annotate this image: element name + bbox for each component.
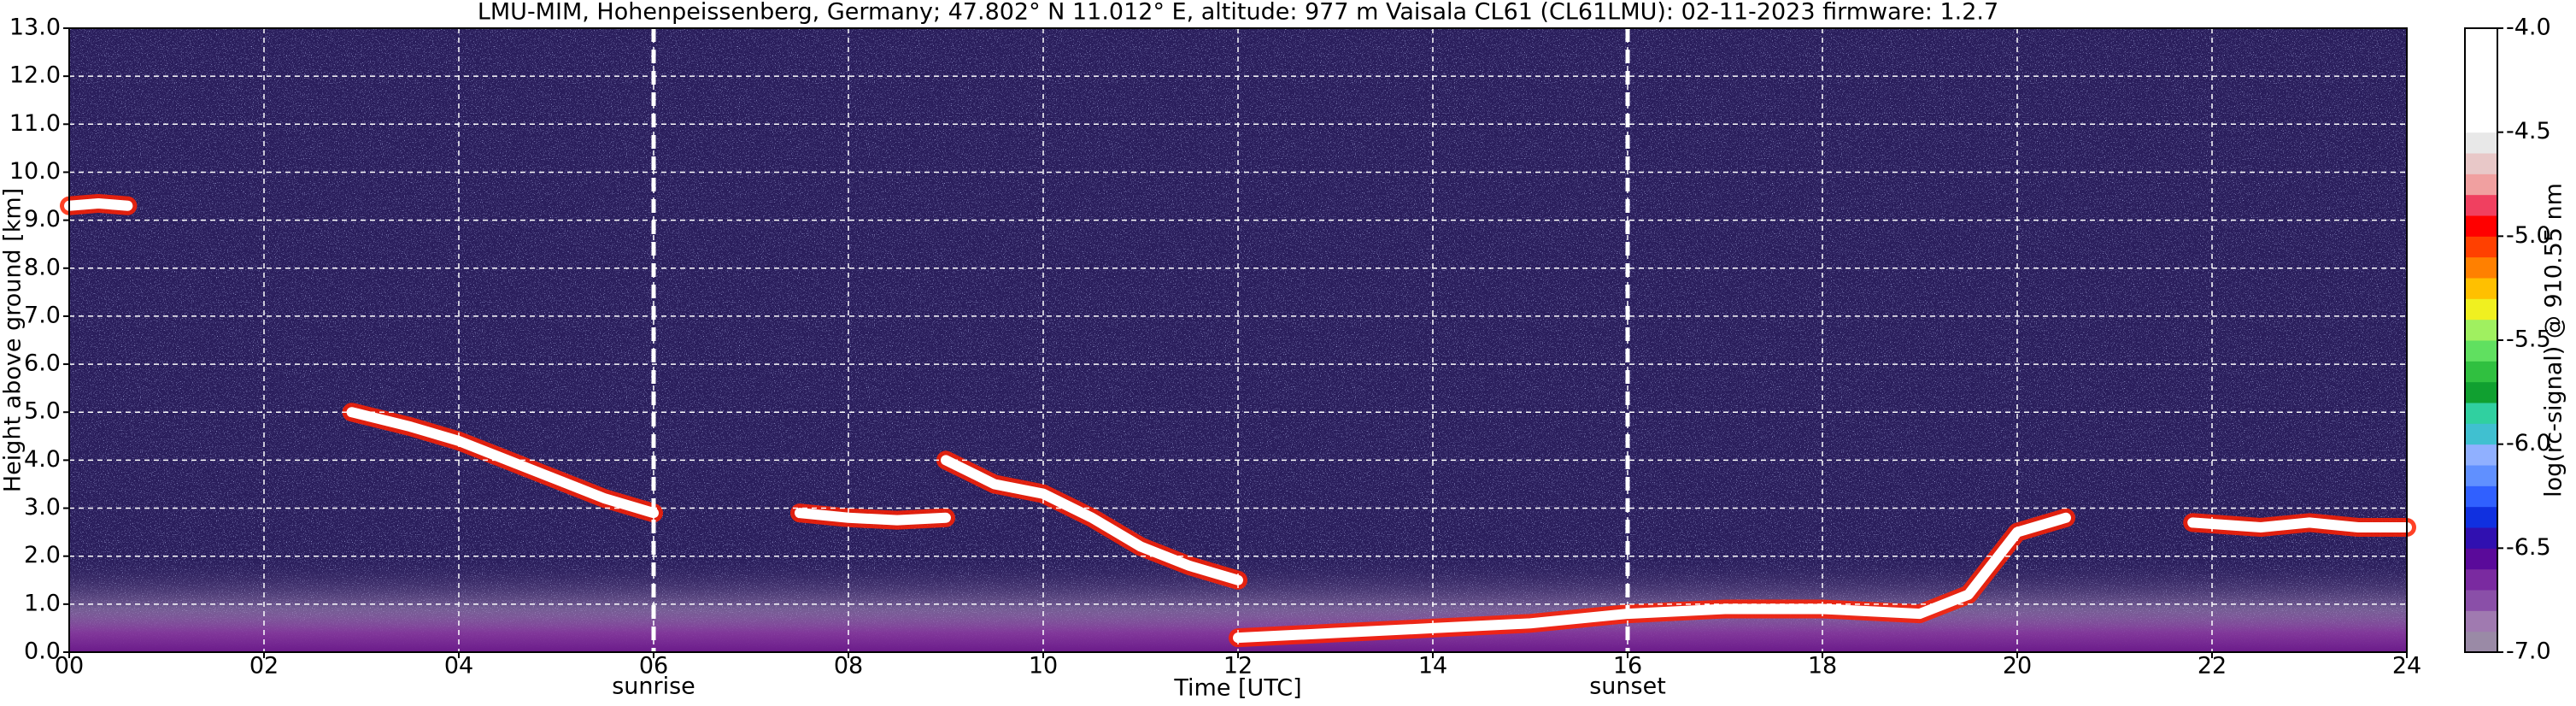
y-tick-label: 9.0	[24, 206, 61, 232]
y-tick-label: 7.0	[24, 302, 61, 328]
x-tick-label: 18	[1808, 653, 1837, 680]
y-tick-label: 2.0	[24, 542, 61, 568]
x-tick-label: 12	[1223, 653, 1253, 680]
plot	[60, 27, 2416, 653]
layer	[795, 508, 951, 526]
x-tick-label: 22	[2198, 653, 2227, 680]
y-tick-label: 6.0	[24, 350, 61, 377]
x-tick-label: 02	[249, 653, 279, 680]
colorbar-segment	[2465, 69, 2497, 91]
colorbar-segment	[2465, 548, 2497, 570]
colorbar-segment	[2465, 194, 2497, 216]
colorbar-label: log(rc-signal) @ 910.55 nm	[2541, 183, 2567, 497]
colorbar-segment	[2465, 381, 2497, 403]
colorbar-segment	[2465, 506, 2497, 528]
layer	[64, 197, 133, 211]
colorbar-segment	[2465, 465, 2497, 486]
y-tick-label: 4.0	[24, 446, 61, 473]
colorbar-segment	[2465, 111, 2497, 133]
x-tick-label: 24	[2392, 653, 2421, 680]
colorbar-segment	[2465, 215, 2497, 237]
layer	[1233, 512, 2071, 644]
colorbar-segment	[2465, 278, 2497, 299]
x-tick-label: 08	[834, 653, 863, 680]
colorbar-segment	[2465, 340, 2497, 362]
colorbar-tick-label: -5.0	[2506, 222, 2551, 249]
x-tick-label: 04	[444, 653, 473, 680]
colorbar-segment	[2465, 319, 2497, 341]
x-tick-label: 16	[1613, 653, 1642, 680]
colorbar-segment	[2465, 256, 2497, 279]
layer	[941, 455, 1243, 585]
y-tick-label: 11.0	[9, 110, 61, 137]
annotation-label: sunset	[1589, 674, 1666, 700]
colorbar-segment	[2465, 361, 2497, 383]
colorbar-tick-label: -5.5	[2506, 327, 2551, 353]
colorbar-segment	[2465, 28, 2497, 50]
y-tick-label: 13.0	[9, 15, 61, 41]
colorbar-segment	[2465, 403, 2497, 424]
y-tick-label: 1.0	[24, 590, 61, 616]
x-axis-label: Time [UTC]	[1173, 675, 1301, 702]
chart-title: LMU-MIM, Hohenpeissenberg, Germany; 47.8…	[478, 0, 1998, 26]
colorbar-tick-label: -4.0	[2506, 15, 2551, 41]
y-tick-label: 0.0	[24, 638, 61, 665]
x-tick-label: 00	[55, 653, 84, 680]
y-tick-label: 10.0	[9, 158, 61, 185]
colorbar-segment	[2465, 568, 2497, 591]
colorbar-segment	[2465, 49, 2497, 71]
layer	[2187, 517, 2412, 532]
colorbar-tick-label: -6.0	[2506, 430, 2551, 456]
y-tick-label: 3.0	[24, 494, 61, 521]
y-axis-label: Height above ground [km]	[0, 188, 26, 492]
colorbar-segment	[2465, 610, 2497, 632]
y-tick-label: 8.0	[24, 254, 61, 280]
colorbar-tick-label: -7.0	[2506, 638, 2551, 665]
x-tick-label: 14	[1418, 653, 1447, 680]
colorbar-segment	[2465, 174, 2497, 196]
colorbar-segment	[2465, 132, 2497, 154]
colorbar-segment	[2465, 527, 2497, 549]
colorbar-tick-label: -4.5	[2506, 118, 2551, 144]
colorbar-segment	[2465, 91, 2497, 112]
colorbar-segment	[2465, 590, 2497, 611]
x-tick-label: 06	[639, 653, 668, 680]
colorbar-segment	[2465, 485, 2497, 508]
y-tick-label: 12.0	[9, 62, 61, 89]
colorbar-segment	[2465, 236, 2497, 258]
colorbar-segment	[2465, 153, 2497, 174]
x-tick-label: 20	[2003, 653, 2032, 680]
colorbar-tick-label: -6.5	[2506, 534, 2551, 561]
colorbar-segment	[2465, 631, 2497, 653]
colorbar-segment	[2465, 298, 2497, 321]
annotation-label: sunrise	[612, 674, 695, 700]
layer	[346, 407, 659, 519]
colorbar-segment	[2465, 444, 2497, 466]
colorbar-segment	[2465, 423, 2497, 445]
x-tick-label: 10	[1029, 653, 1058, 680]
y-tick-label: 5.0	[24, 398, 61, 425]
